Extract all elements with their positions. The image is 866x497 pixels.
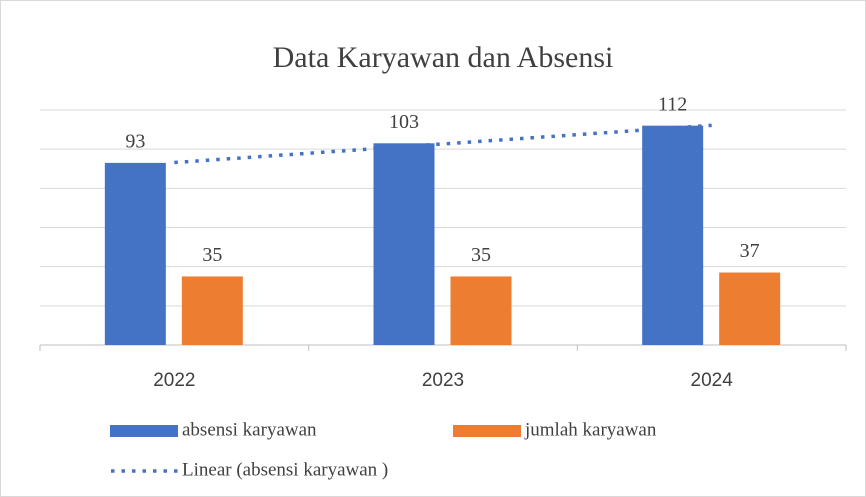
bar [642,126,703,345]
x-tick-label: 2022 [153,370,195,391]
legend-swatch [453,425,521,437]
x-tick-label: 2024 [691,370,734,391]
bar [719,273,780,345]
bar [105,163,166,345]
data-label: 35 [202,244,222,266]
legend-label: Linear (absensi karyawan ) [182,459,388,480]
data-label: 93 [125,130,145,152]
legend-label: jumlah karyawan [524,419,657,440]
data-label: 35 [471,244,491,266]
data-label: 112 [658,93,687,115]
chart-title: Data Karyawan dan Absensi [273,41,614,74]
legend-label: absensi karyawan [182,419,317,440]
chart: Data Karyawan dan Absensi 93 103 112 35 35 37… [0,0,866,497]
bar [182,276,243,345]
bar [374,143,435,345]
data-label: 37 [740,240,760,262]
x-tick-label: 2023 [422,370,464,391]
legend-swatch [110,425,178,437]
data-label: 103 [389,111,419,133]
bar [451,276,512,345]
